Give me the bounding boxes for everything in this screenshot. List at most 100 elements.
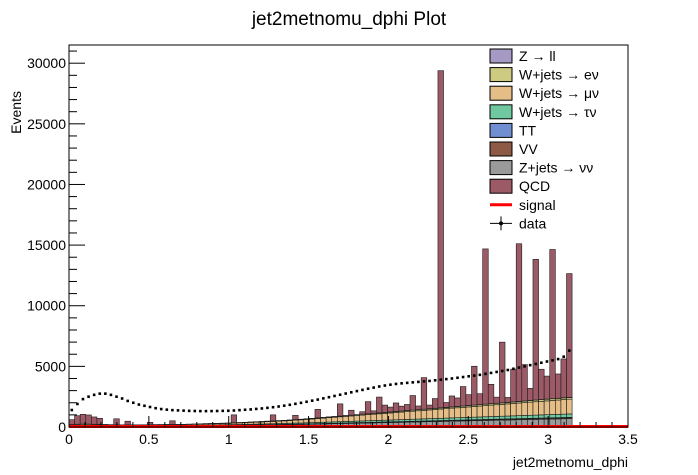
data-point-23 — [199, 409, 202, 413]
bar-7-77 — [499, 341, 506, 404]
bar-7-62 — [415, 405, 422, 410]
bar-4-73 — [476, 405, 483, 418]
bar-4-89 — [566, 398, 573, 415]
data-point-55 — [377, 385, 381, 388]
data-point-31 — [243, 408, 247, 412]
bar-7-75 — [487, 383, 495, 404]
data-point-42 — [305, 400, 308, 404]
data-point-3 — [87, 395, 90, 398]
data-point-50 — [350, 391, 353, 394]
bar-7-58 — [392, 402, 400, 412]
bar-3-85 — [543, 414, 551, 419]
bar-4-62 — [415, 410, 422, 420]
x-tick-label-2: 1 — [225, 431, 233, 447]
bar-3-78 — [504, 415, 511, 420]
bar-7-44 — [314, 409, 321, 419]
y-axis-label: Events — [8, 91, 24, 134]
data-point-85 — [545, 360, 549, 363]
data-point-4 — [92, 393, 96, 397]
data-point-81 — [523, 365, 526, 368]
bar-7-81 — [521, 364, 528, 402]
bar-7-76 — [493, 396, 500, 404]
data-point-32 — [249, 408, 252, 411]
legend-swatch-2 — [489, 85, 513, 101]
data-point-30 — [238, 408, 241, 412]
data-point-12 — [137, 403, 141, 406]
data-point-58 — [394, 382, 398, 386]
bar-4-38 — [281, 420, 288, 424]
bar-7-83 — [532, 259, 539, 401]
bar-7-88 — [560, 358, 567, 399]
data-point-45 — [322, 397, 325, 400]
bar-4-33 — [253, 421, 260, 425]
bar-3-77 — [499, 415, 506, 420]
data-point-64 — [428, 379, 431, 383]
bar-7-59 — [398, 405, 405, 412]
x-tick-label-3: 1.5 — [299, 431, 319, 447]
bar-7-48 — [337, 403, 344, 417]
bar-4-82 — [527, 401, 534, 416]
data-point-69 — [456, 376, 459, 380]
bar-4-39 — [286, 420, 293, 424]
bar-4-46 — [325, 417, 333, 423]
bar-4-50 — [348, 415, 355, 422]
bar-7-80 — [515, 243, 523, 402]
data-point-15 — [154, 406, 157, 410]
data-point-73 — [478, 373, 482, 377]
x-tick-label-4: 2 — [385, 431, 393, 447]
data-point-14 — [148, 405, 152, 409]
bar-7-18 — [169, 420, 176, 425]
data-point-57 — [389, 383, 392, 386]
data-point-46 — [327, 395, 331, 399]
data-point-78 — [506, 368, 510, 372]
y-tick-label-5: 25000 — [27, 116, 66, 132]
data-point-41 — [299, 401, 303, 405]
bar-7-89 — [566, 273, 573, 398]
legend-item-6: Z+jets → νν — [489, 160, 593, 176]
legend-label-8: signal — [519, 197, 556, 213]
bar-7-63 — [420, 377, 428, 410]
bar-3-88 — [560, 413, 567, 418]
bar-7-74 — [482, 248, 489, 405]
chart-title: jet2metnomu_dphi Plot — [251, 9, 447, 30]
legend-item-5: VV — [489, 141, 538, 157]
bar-7-0 — [68, 419, 75, 425]
y-tick-label-4: 20000 — [27, 176, 66, 192]
data-point-34 — [260, 407, 264, 410]
bar-7-36 — [269, 414, 277, 422]
bar-3-61 — [409, 418, 416, 422]
legend-item-3: W+jets → τν — [489, 104, 597, 120]
bar-4-58 — [392, 412, 400, 421]
bar-7-73 — [476, 393, 483, 405]
bar-4-88 — [560, 399, 567, 415]
data-point-84 — [540, 361, 543, 365]
bar-7-56 — [381, 404, 388, 413]
bar-7-1 — [74, 415, 81, 425]
bar-4-49 — [342, 416, 349, 422]
legend-label-0: Z → ll — [519, 48, 556, 64]
legend: Z → ll W+jets → eν W+jets → μν W+jets → τν T… — [489, 48, 599, 231]
bar-4-59 — [398, 411, 405, 420]
bar-7-71 — [465, 394, 472, 406]
bar-4-40 — [292, 419, 299, 424]
legend-item-4: TT — [489, 122, 537, 138]
legend-swatch-5 — [489, 141, 513, 157]
bar-4-85 — [543, 400, 551, 416]
bar-3-63 — [420, 418, 428, 422]
data-point-87 — [556, 357, 560, 361]
data-point-52 — [361, 388, 364, 392]
legend-label-3: W+jets → τν — [519, 104, 597, 120]
bar-4-41 — [297, 419, 305, 424]
data-point-72 — [472, 374, 476, 377]
data-point-66 — [439, 378, 443, 381]
x-tick-label-0: 0 — [65, 431, 73, 447]
bar-7-5 — [96, 418, 103, 425]
data-point-56 — [383, 384, 387, 387]
legend-item-8: signal — [490, 197, 556, 213]
data-point-70 — [461, 375, 465, 379]
bar-7-67 — [443, 402, 450, 408]
data-point-39 — [288, 403, 292, 407]
bar-4-77 — [499, 404, 506, 417]
bar-7-66 — [437, 70, 444, 409]
bar-4-35 — [264, 421, 271, 425]
